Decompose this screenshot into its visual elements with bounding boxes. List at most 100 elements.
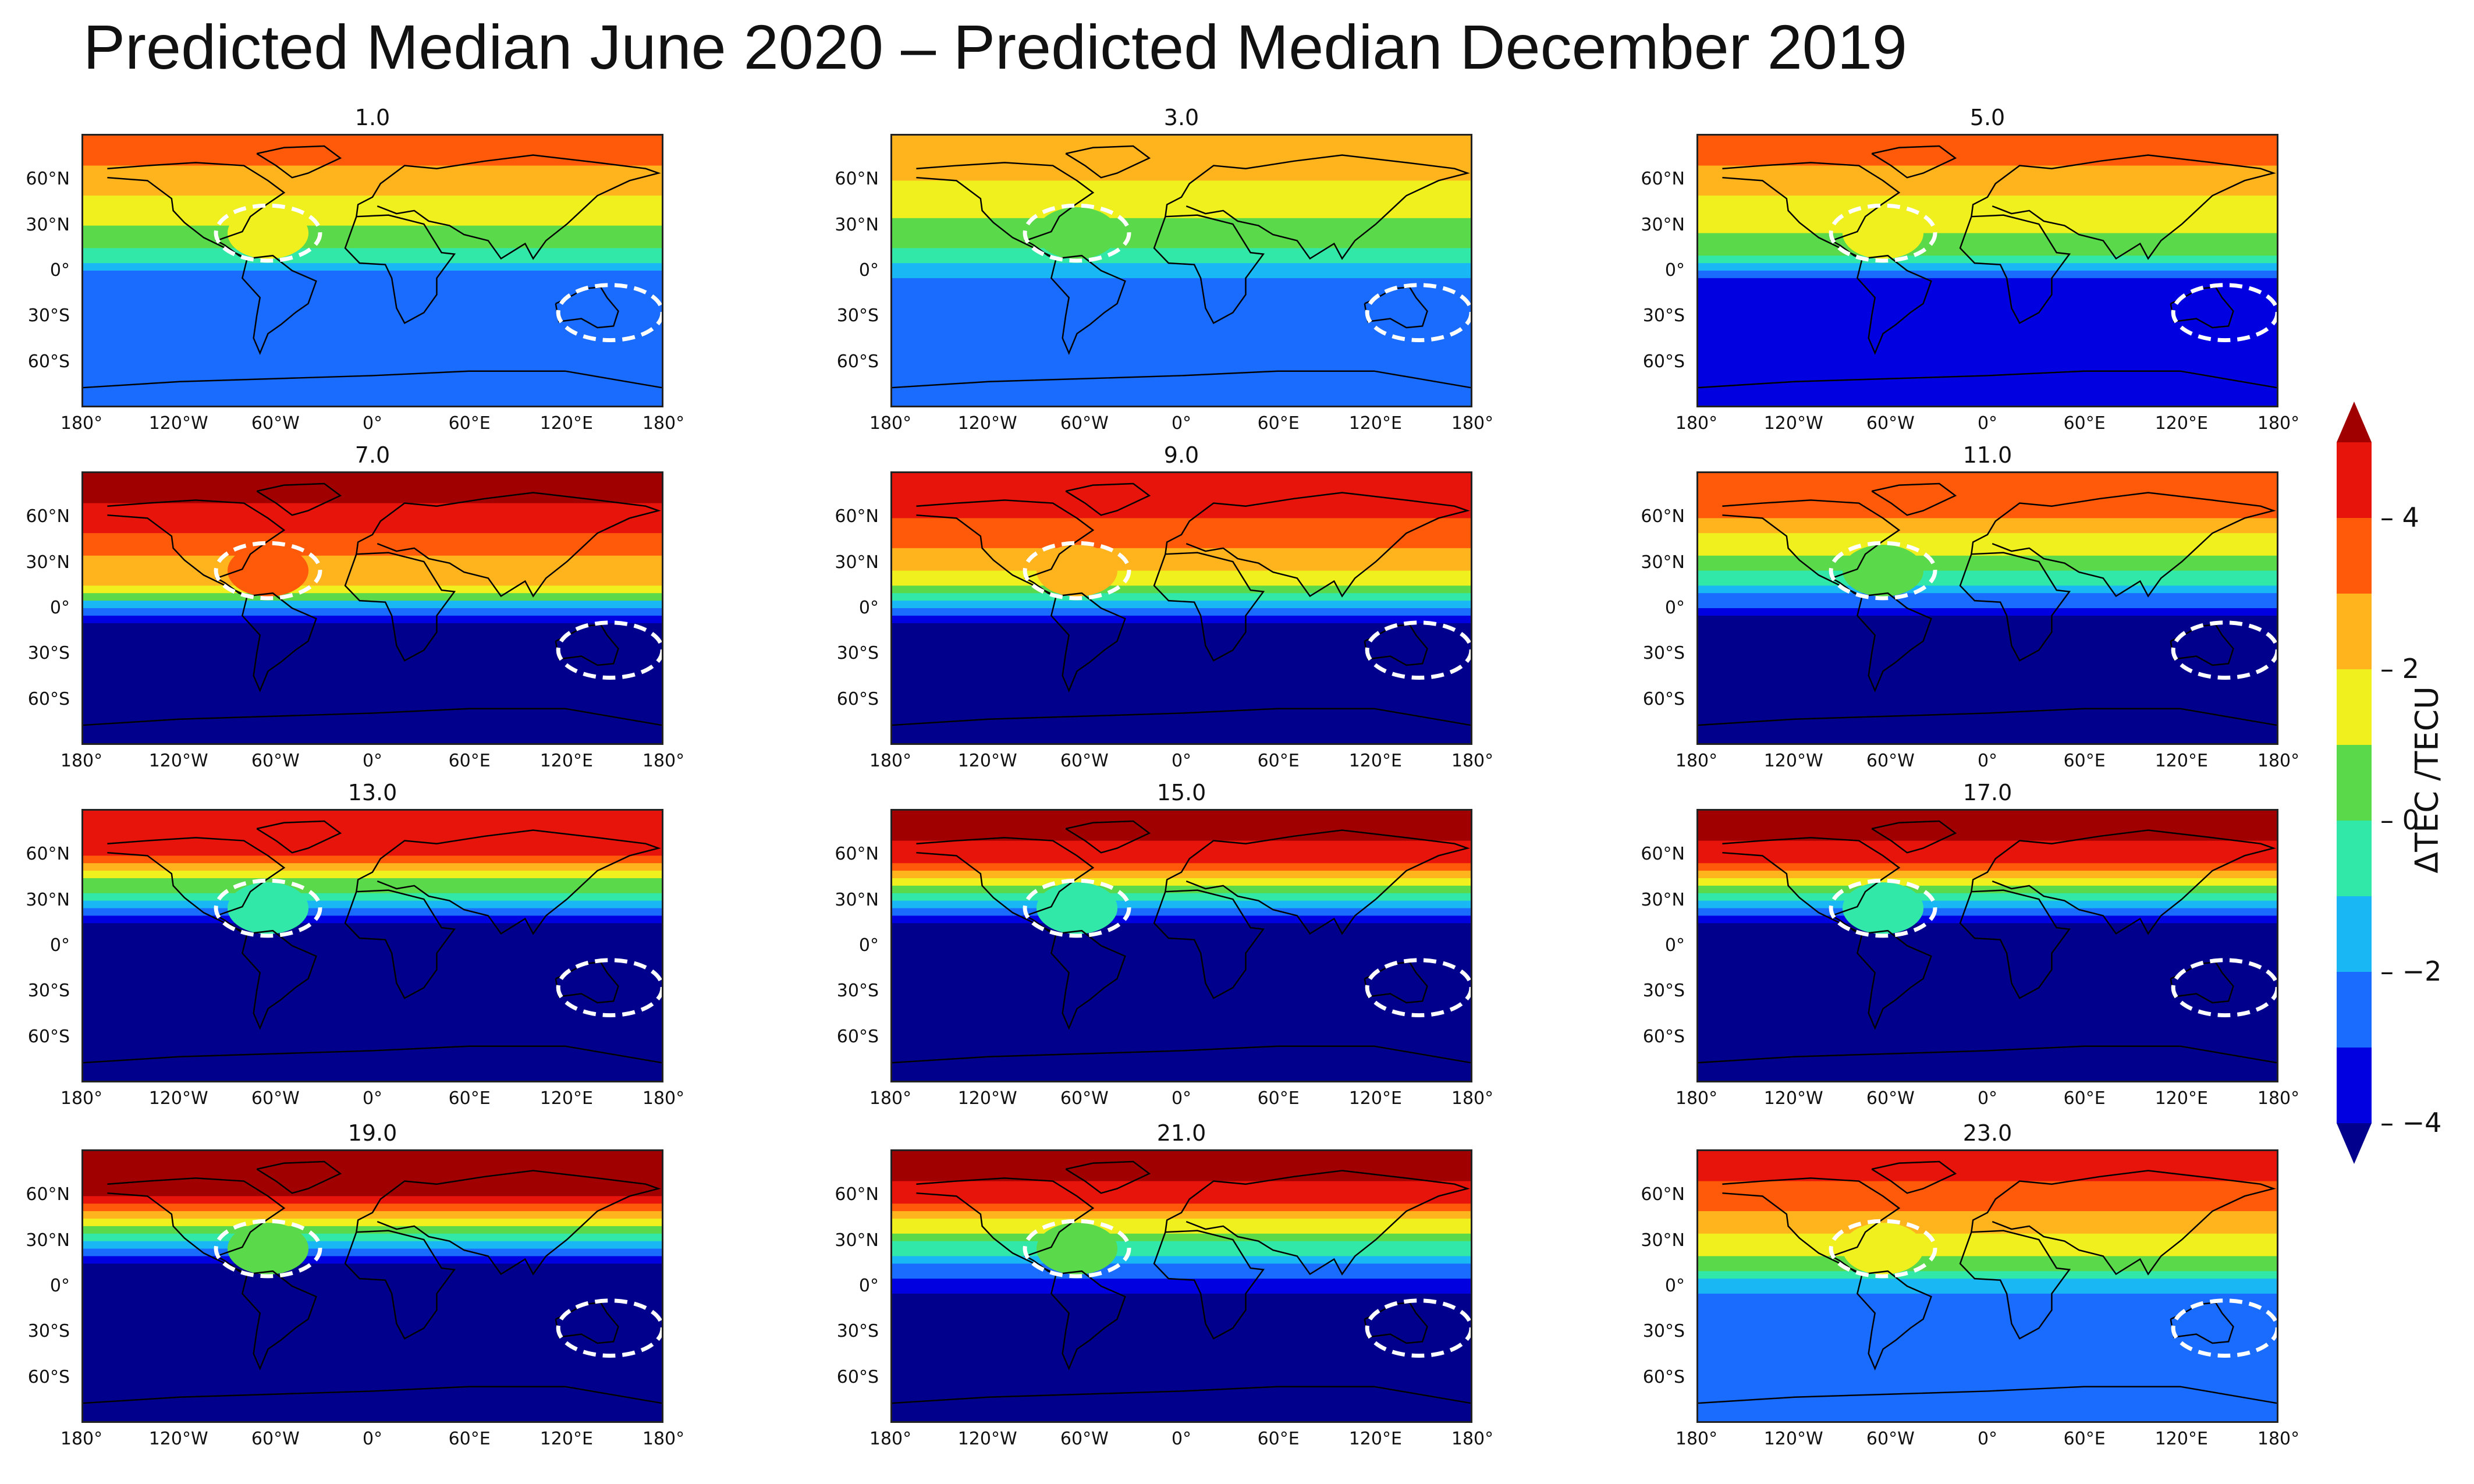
tec-contour-band [1698, 705, 2277, 714]
tec-contour-band [1698, 180, 2277, 189]
tec-contour-band [1698, 271, 2277, 279]
map-panel: 5.0 60°N 30°N 0° 30°S 60°S 180° 120°W 60°W 0° 60°E… [1641, 105, 2299, 468]
panel-title: 19.0 [347, 1120, 397, 1146]
tec-contour-band [892, 248, 1471, 257]
tec-contour-band [83, 593, 662, 602]
tec-contour-band [1698, 1391, 2277, 1400]
coastline [1856, 254, 1932, 355]
south-america-circle [1023, 1219, 1131, 1279]
x-tick-label: 0° [362, 1088, 383, 1109]
tec-contour-band [83, 218, 662, 226]
y-tick-label: 30°N [26, 552, 70, 573]
coastline [241, 1270, 317, 1371]
tec-contour-band [892, 1293, 1471, 1302]
y-tick-label: 0° [1664, 260, 1685, 281]
south-america-circle [1023, 878, 1131, 938]
tec-contour-band [83, 676, 662, 684]
tec-contour-band [892, 1391, 1471, 1400]
x-tick-label: 180° [1451, 751, 1494, 771]
coastline [892, 370, 1471, 389]
y-tick-label: 0° [858, 598, 879, 618]
tec-contour-band [1698, 150, 2277, 159]
tec-contour-band [1698, 360, 2277, 369]
tec-contour-band [1698, 668, 2277, 676]
map-plot [890, 471, 1472, 745]
coastline [1971, 1170, 2276, 1276]
colorbar-extend-min [2337, 1123, 2372, 1164]
tec-contour-band [83, 383, 662, 392]
tec-contour-band [892, 698, 1471, 707]
tec-contour-band [892, 923, 1471, 932]
tec-contour-band [83, 1020, 662, 1029]
x-tick-label: 0° [362, 413, 383, 434]
x-tick-label: 0° [1977, 1429, 1998, 1449]
x-tick-label: 60°E [2063, 1429, 2106, 1449]
tec-contour-band [1698, 173, 2277, 182]
south-america-circle [214, 878, 322, 938]
colorbar-tick-label: – −4 [2380, 1107, 2442, 1138]
x-tick-label: 60°E [2063, 1088, 2106, 1109]
tec-contour-band [892, 848, 1471, 857]
tec-contour-band [892, 173, 1471, 182]
tec-contour-band [1698, 728, 2277, 737]
tec-contour-band [83, 878, 662, 886]
tec-contour-band [1698, 1316, 2277, 1325]
tec-contour-band [83, 915, 662, 924]
tec-contour-band [892, 541, 1471, 549]
y-tick-label: 60°S [836, 351, 879, 372]
coastline [1065, 1160, 1151, 1194]
tec-contour-band [892, 203, 1471, 211]
tec-contour-band [892, 623, 1471, 631]
tec-contour-band [83, 360, 662, 369]
tec-contour-band [892, 1058, 1471, 1067]
tec-contour-band [83, 585, 662, 594]
tec-contour-band [892, 503, 1471, 512]
tec-contour-band [83, 848, 662, 857]
tec-contour-band [892, 271, 1471, 279]
colorbar-tick-label: – −2 [2380, 956, 2442, 987]
tec-contour-band [83, 811, 662, 819]
tec-contour-band [1698, 960, 2277, 969]
tec-contour-band [1698, 555, 2277, 564]
tec-contour-band [83, 1368, 662, 1377]
x-tick-label: 0° [1171, 1429, 1192, 1449]
tec-contour-band [892, 893, 1471, 901]
tec-contour-band [1698, 368, 2277, 377]
coastline [1856, 592, 1932, 693]
y-tick-label: 30°N [1641, 889, 1685, 910]
tec-contour-band [892, 1073, 1471, 1081]
coastline [1959, 214, 2071, 324]
tec-contour-band [1698, 331, 2277, 339]
tec-contour-band [83, 368, 662, 377]
y-tick-label: 60°S [27, 1026, 70, 1047]
colorbar-segment [2337, 745, 2372, 821]
tec-contour-band [892, 233, 1471, 242]
south-america-circle [1023, 541, 1131, 601]
x-tick-label: 180° [642, 413, 685, 434]
tec-contour-band [1698, 323, 2277, 332]
tec-contour-band [892, 915, 1471, 924]
x-tick-label: 120°W [957, 1088, 1017, 1109]
y-tick-label: 60°N [26, 844, 70, 865]
tec-contour-band [1698, 1383, 2277, 1392]
map-panel: 3.0 60°N 30°N 0° 30°S 60°S 180° 120°W 60°W 0° 60°E… [835, 105, 1493, 468]
x-tick-label: 120°E [539, 1429, 593, 1449]
y-tick-label: 60°S [1642, 351, 1685, 372]
tec-contour-band [83, 345, 662, 354]
tec-contour-band [1698, 975, 2277, 984]
south-america-circle [1829, 541, 1937, 601]
y-tick-label: 60°S [1642, 1026, 1685, 1047]
tec-contour-band [83, 578, 662, 587]
tec-contour-band [83, 601, 662, 609]
colorbar-tick-label: – 4 [2380, 502, 2419, 533]
x-tick-label: 120°E [1348, 751, 1402, 771]
coastline [1871, 820, 1957, 854]
tec-contour-band [892, 473, 1471, 481]
tec-contour-band [892, 983, 1471, 992]
tec-contour-band [83, 188, 662, 197]
tec-contour-band [892, 1376, 1471, 1384]
tec-contour-band [83, 1028, 662, 1036]
tec-contour-band [1698, 1233, 2277, 1242]
tec-contour-band [892, 878, 1471, 886]
tec-contour-band [1698, 1263, 2277, 1272]
